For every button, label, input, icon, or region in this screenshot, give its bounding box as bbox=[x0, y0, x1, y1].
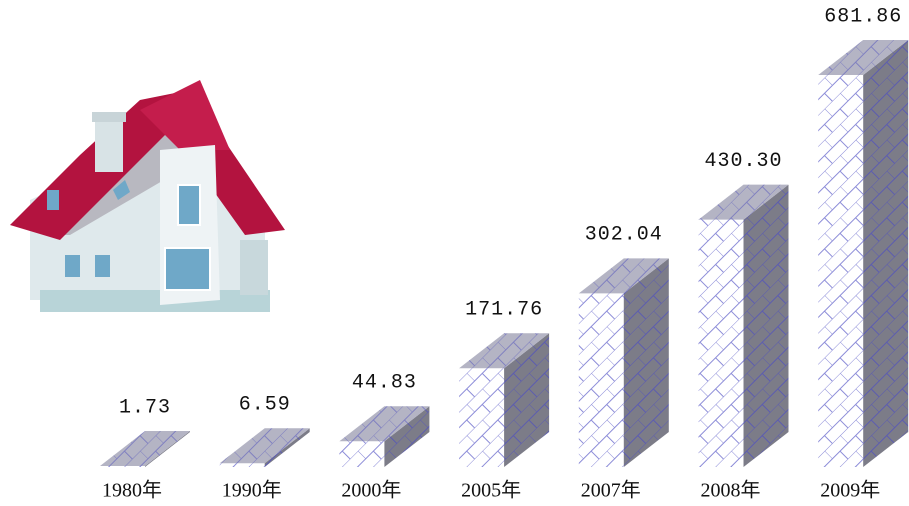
bar-side bbox=[863, 40, 909, 467]
bar bbox=[219, 428, 310, 467]
bar bbox=[578, 258, 669, 467]
bar-side bbox=[145, 431, 190, 467]
bar bbox=[698, 184, 789, 468]
bar-top bbox=[459, 333, 550, 369]
bar-top bbox=[100, 431, 190, 467]
x-tick-label: 2007年 bbox=[581, 479, 641, 502]
bar-top bbox=[339, 406, 430, 442]
bar-side bbox=[504, 333, 550, 467]
bar-front bbox=[219, 463, 265, 467]
x-tick-label: 2005年 bbox=[461, 479, 521, 502]
bar bbox=[818, 40, 909, 467]
bar-side bbox=[264, 428, 310, 467]
value-label: 430.30 bbox=[704, 150, 782, 173]
x-tick-label: 1980年 bbox=[102, 479, 162, 502]
x-tick-label: 2009年 bbox=[820, 479, 880, 502]
bar-front bbox=[698, 219, 744, 467]
bar-front bbox=[339, 441, 385, 467]
x-tick-label: 2008年 bbox=[701, 479, 761, 502]
bar-side bbox=[384, 406, 430, 467]
bar-top bbox=[578, 258, 669, 294]
x-tick-label: 2000年 bbox=[341, 479, 401, 502]
bar-front bbox=[100, 466, 145, 467]
bar-front bbox=[578, 293, 624, 467]
bar-top bbox=[219, 428, 310, 464]
value-label: 1.73 bbox=[119, 396, 171, 419]
bar-front bbox=[459, 368, 505, 467]
bar-side bbox=[623, 258, 669, 467]
bar-top bbox=[698, 184, 789, 220]
bar-front bbox=[818, 75, 864, 467]
house-illustration bbox=[10, 80, 285, 312]
bar bbox=[339, 406, 430, 467]
value-label: 6.59 bbox=[239, 393, 291, 416]
value-label: 681.86 bbox=[824, 5, 902, 28]
bar bbox=[100, 431, 190, 467]
bar-top bbox=[818, 40, 909, 75]
value-label: 44.83 bbox=[352, 372, 417, 395]
value-label: 302.04 bbox=[585, 224, 663, 247]
bar-side bbox=[743, 184, 789, 468]
x-tick-label: 1990年 bbox=[222, 479, 282, 502]
value-label: 171.76 bbox=[465, 299, 543, 322]
bar bbox=[459, 333, 550, 467]
